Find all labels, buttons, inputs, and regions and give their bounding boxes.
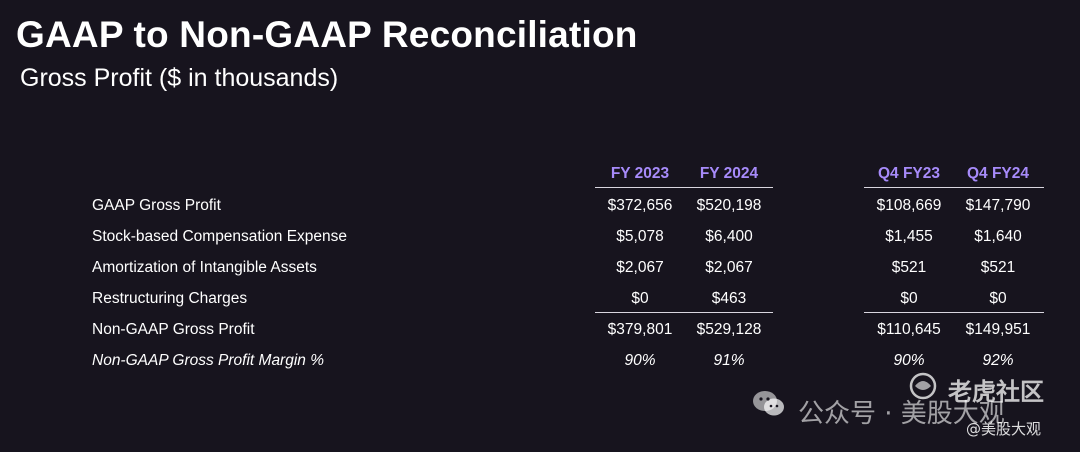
- table-cell: 90%: [624, 352, 656, 369]
- table-cell: $5,078: [616, 228, 664, 245]
- table-cell: $6,400: [705, 228, 753, 245]
- column-header-q4fy23: Q4 FY23: [877, 165, 941, 182]
- row-label: Non-GAAP Gross Profit Margin %: [92, 352, 324, 369]
- table-cell: $1,640: [974, 228, 1022, 245]
- watermark-brand: 老虎社区: [948, 378, 1044, 406]
- table-cell: $0: [989, 290, 1007, 307]
- table-cell: $0: [900, 290, 918, 307]
- watermark-channel: 公众号 · 美股大观: [798, 399, 1005, 429]
- table-cell: $110,645: [877, 321, 941, 338]
- tiger-logo-icon: [909, 372, 937, 400]
- column-header-q4fy24: Q4 FY24: [966, 165, 1030, 182]
- table-cell: 91%: [713, 352, 745, 369]
- row-label: Non-GAAP Gross Profit: [92, 321, 255, 338]
- page-title: GAAP to Non-GAAP Reconciliation: [16, 14, 638, 55]
- row-label: Stock-based Compensation Expense: [92, 228, 348, 245]
- table-cell: $520,198: [696, 197, 762, 214]
- table-cell: $529,128: [696, 321, 762, 338]
- table-cell: $0: [631, 290, 649, 307]
- table-cell: 90%: [893, 352, 925, 369]
- table-cell: $379,801: [607, 321, 673, 338]
- row-label: GAAP Gross Profit: [92, 197, 221, 214]
- row-label: Amortization of Intangible Assets: [92, 259, 317, 276]
- table-cell: $108,669: [876, 197, 942, 214]
- subtotal-rule-q4: [864, 312, 1044, 313]
- table-cell: $521: [891, 259, 927, 276]
- table-cell: $147,790: [965, 197, 1031, 214]
- table-cell: $149,951: [965, 321, 1031, 338]
- table-cell: $372,656: [607, 197, 673, 214]
- header-rule-fy: [595, 187, 773, 188]
- table-cell: $521: [980, 259, 1016, 276]
- header-rule-q4: [864, 187, 1044, 188]
- page-subtitle: Gross Profit ($ in thousands): [20, 64, 339, 92]
- table-cell: 92%: [982, 352, 1014, 369]
- table-cell: $463: [711, 290, 747, 307]
- table-cell: $2,067: [705, 259, 753, 276]
- wechat-icon: [753, 391, 784, 416]
- column-header-fy2023: FY 2023: [610, 165, 670, 182]
- column-header-fy2024: FY 2024: [699, 165, 759, 182]
- watermark-handle: @美股大观: [966, 420, 1042, 438]
- subtotal-rule-fy: [595, 312, 773, 313]
- row-label: Restructuring Charges: [92, 290, 248, 307]
- table-cell: $1,455: [885, 228, 933, 245]
- table-cell: $2,067: [616, 259, 664, 276]
